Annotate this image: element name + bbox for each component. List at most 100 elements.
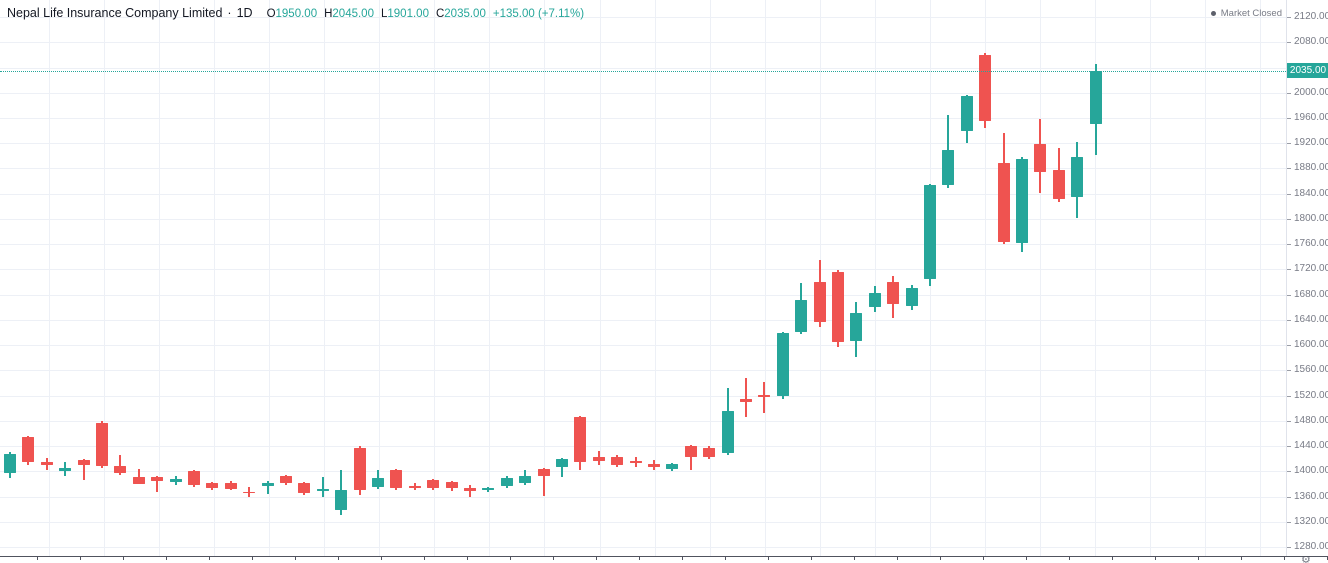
time-tick-mark	[811, 557, 812, 560]
high-letter: H	[324, 8, 333, 20]
candle[interactable]	[1089, 70, 1102, 125]
candle[interactable]	[22, 437, 35, 463]
candle[interactable]	[445, 482, 458, 489]
candle[interactable]	[924, 184, 936, 279]
candle[interactable]	[96, 423, 108, 467]
open-letter: O	[266, 8, 276, 20]
symbol-title[interactable]: Nepal Life Insurance Company Limited	[7, 6, 223, 20]
candle[interactable]	[758, 394, 771, 398]
gridline-vertical	[600, 0, 601, 556]
ohlc-readout: O1950.00 H2045.00 L1901.00 C2035.00 +135…	[267, 8, 585, 20]
candle[interactable]	[243, 491, 256, 493]
candle[interactable]	[960, 95, 973, 132]
chart-pane[interactable]: Nepal Life Insurance Company Limited · 1…	[0, 0, 1286, 556]
gridline-horizontal	[0, 143, 1286, 145]
gridline-horizontal	[0, 345, 1286, 347]
open-readout: O1950.00	[267, 8, 318, 20]
axis-tick-mark	[1287, 143, 1291, 145]
candle-wick	[487, 487, 490, 493]
candle[interactable]	[740, 398, 752, 402]
candle[interactable]	[298, 483, 311, 493]
time-tick-mark	[596, 557, 597, 560]
gridline-vertical	[434, 0, 435, 556]
candle[interactable]	[703, 447, 716, 457]
axis-price-label: 1280.00	[1294, 541, 1328, 552]
time-tick-mark	[1241, 557, 1242, 560]
candle[interactable]	[4, 454, 16, 474]
candle[interactable]	[464, 488, 476, 492]
candle[interactable]	[666, 463, 679, 470]
candle[interactable]	[280, 476, 292, 484]
candle[interactable]	[868, 292, 881, 308]
candle[interactable]	[59, 468, 72, 472]
candle[interactable]	[519, 476, 532, 484]
gridline-vertical	[324, 0, 325, 556]
candle[interactable]	[316, 489, 329, 491]
axis-tick-mark	[1287, 496, 1291, 498]
candle[interactable]	[850, 312, 863, 341]
candle[interactable]	[979, 54, 992, 122]
candle[interactable]	[832, 271, 844, 342]
time-axis[interactable]: ⚙	[0, 556, 1328, 563]
candle[interactable]	[372, 478, 384, 487]
price-axis[interactable]: 2035.00 2120.00 2080.00 2000.00 1960.00 1920…	[1286, 0, 1328, 556]
candle[interactable]	[151, 477, 164, 481]
candle[interactable]	[1034, 143, 1047, 173]
settings-gear-icon[interactable]: ⚙	[1301, 556, 1311, 563]
candle[interactable]	[77, 459, 90, 465]
candle[interactable]	[648, 463, 660, 467]
candle[interactable]	[169, 478, 182, 483]
candle[interactable]	[132, 477, 145, 484]
candle[interactable]	[684, 446, 697, 457]
candle[interactable]	[1016, 159, 1028, 243]
gridline-horizontal	[0, 446, 1286, 447]
candle[interactable]	[482, 487, 495, 490]
candle[interactable]	[1052, 169, 1065, 199]
candle[interactable]	[224, 483, 237, 489]
axis-tick-mark	[1287, 395, 1291, 397]
candle[interactable]	[390, 470, 403, 488]
gridline-vertical	[765, 0, 766, 556]
candle[interactable]	[335, 490, 348, 510]
time-tick-mark	[467, 557, 468, 560]
candle[interactable]	[721, 410, 734, 453]
time-tick-mark	[338, 557, 339, 560]
candle[interactable]	[574, 417, 587, 462]
low-value: 1901.00	[387, 8, 429, 20]
axis-tick-mark	[1287, 17, 1291, 18]
candle[interactable]	[887, 282, 900, 304]
market-status-label: Market Closed	[1220, 8, 1282, 19]
time-tick-mark	[1284, 557, 1285, 560]
candle[interactable]	[629, 461, 642, 464]
candle[interactable]	[942, 150, 955, 185]
candle[interactable]	[427, 480, 440, 489]
candle[interactable]	[592, 457, 605, 461]
gridline-horizontal	[0, 17, 1286, 18]
candle[interactable]	[261, 482, 274, 487]
candle[interactable]	[813, 282, 826, 322]
candle[interactable]	[408, 485, 421, 489]
axis-price-label: 2080.00	[1294, 36, 1328, 48]
timeframe-label[interactable]: 1D	[236, 6, 253, 20]
candle[interactable]	[795, 299, 808, 332]
candle[interactable]	[997, 162, 1010, 243]
candle[interactable]	[776, 333, 789, 397]
candle[interactable]	[1071, 157, 1084, 197]
candle[interactable]	[611, 456, 624, 465]
gridline-vertical	[710, 0, 711, 556]
candle[interactable]	[40, 461, 53, 465]
time-tick-mark	[682, 557, 683, 560]
candle[interactable]	[537, 469, 550, 477]
gridline-horizontal	[0, 521, 1286, 523]
candle[interactable]	[556, 459, 568, 467]
candle[interactable]	[206, 483, 219, 489]
axis-tick-mark	[1287, 471, 1291, 473]
candle[interactable]	[188, 471, 200, 486]
candle[interactable]	[905, 288, 918, 306]
candle[interactable]	[114, 466, 127, 474]
time-tick-mark	[381, 557, 382, 560]
candle[interactable]	[500, 478, 513, 487]
candle[interactable]	[353, 447, 366, 491]
time-tick-mark	[983, 557, 984, 560]
axis-tick-mark	[1287, 269, 1291, 271]
